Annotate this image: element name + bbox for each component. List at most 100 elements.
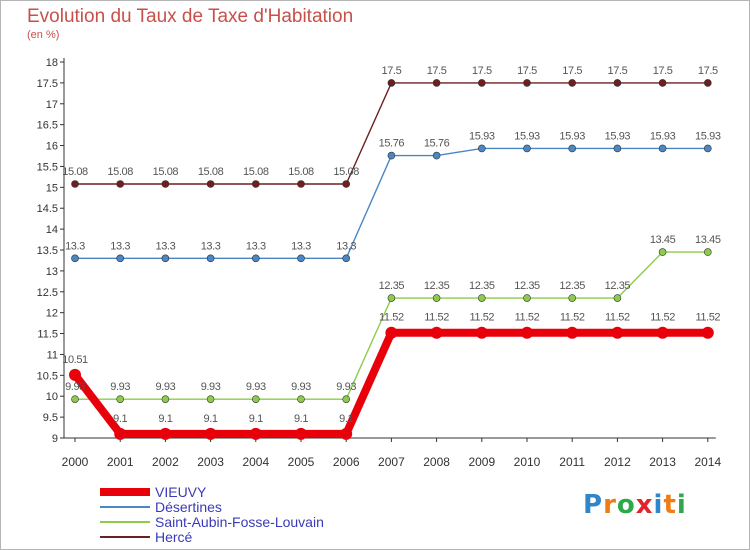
data-point-saint-aubin-fosse-louvain — [161, 395, 170, 403]
data-point-vieuvy — [114, 427, 127, 440]
data-point-vieuvy — [249, 427, 262, 440]
data-label-herce: 15.08 — [153, 166, 179, 178]
legend-label: Saint-Aubin-Fosse-Louvain — [155, 513, 324, 530]
data-point-saint-aubin-fosse-louvain — [252, 395, 260, 403]
y-tick-label: 15 — [46, 182, 58, 194]
x-tick-label: 2000 — [62, 455, 89, 469]
x-tick-label: 2004 — [242, 455, 269, 469]
line-chart: 9 9.5 10 10.5 11 11.5 12 12.5 13 13.5 14 14.5 15 15.5… — [37, 57, 722, 469]
data-point-desertines — [568, 144, 577, 153]
data-label-desertines: 15.93 — [469, 130, 495, 142]
data-label-herce: 15.08 — [62, 166, 88, 178]
data-label-desertines: 15.93 — [695, 130, 721, 142]
data-point-herce — [568, 79, 577, 87]
data-point-saint-aubin-fosse-louvain — [613, 294, 622, 302]
data-label-vieuvy: 11.52 — [424, 312, 449, 324]
x-tick-label: 2006 — [333, 455, 360, 469]
logo-letter: r — [603, 490, 617, 520]
x-tick-label: 2008 — [423, 455, 450, 469]
data-label-herce: 17.5 — [562, 65, 582, 77]
legend-item: Désertines — [100, 498, 324, 515]
data-label-desertines: 13.3 — [336, 240, 356, 252]
data-label-herce: 15.08 — [288, 166, 314, 178]
x-tick-label: 2013 — [649, 455, 676, 469]
data-label-vieuvy: 9.1 — [249, 413, 263, 425]
data-label-herce: 15.08 — [333, 166, 359, 178]
data-label-vieuvy: 11.52 — [379, 312, 404, 324]
data-label-saint-aubin-fosse-louvain: 9.93 — [201, 381, 221, 393]
data-label-saint-aubin-fosse-louvain: 9.93 — [246, 381, 266, 393]
x-tick-label: 2014 — [694, 455, 721, 469]
data-label-vieuvy: 9.1 — [158, 413, 172, 425]
y-tick-label: 14.5 — [37, 203, 58, 215]
data-label-desertines: 13.3 — [155, 240, 175, 252]
data-point-desertines — [116, 254, 124, 263]
data-label-herce: 17.5 — [607, 65, 627, 77]
data-point-desertines — [523, 144, 531, 153]
x-tick-label: 2001 — [107, 455, 134, 469]
data-label-saint-aubin-fosse-louvain: 13.45 — [650, 234, 676, 246]
data-point-vieuvy — [204, 427, 217, 440]
data-point-desertines — [613, 144, 622, 153]
logo-letter: t — [663, 490, 677, 520]
x-tick-label: 2007 — [378, 455, 405, 469]
logo-letter: P — [583, 490, 604, 520]
data-label-vieuvy: 9.1 — [294, 413, 308, 425]
data-point-vieuvy — [69, 368, 81, 381]
legend-label: VIEUVY — [155, 483, 207, 500]
data-label-vieuvy: 11.52 — [560, 312, 585, 324]
data-label-herce: 17.5 — [472, 65, 492, 77]
series-line-saint-aubin-fosse-louvain — [74, 251, 709, 400]
data-label-vieuvy: 9.1 — [339, 413, 353, 425]
data-point-herce — [613, 79, 622, 87]
legend: VIEUVY Désertines Saint-Aubin-Fosse-Louvai… — [100, 483, 324, 545]
legend-item: VIEUVY — [100, 483, 324, 500]
data-label-vieuvy: 9.1 — [113, 413, 127, 425]
y-tick-label: 9.5 — [43, 412, 58, 424]
series-saint-aubin-fosse-louvain — [71, 248, 712, 403]
data-point-vieuvy — [385, 326, 398, 339]
data-point-herce — [658, 79, 667, 87]
x-tick-label: 2010 — [514, 455, 541, 469]
data-point-herce — [206, 180, 215, 188]
data-point-herce — [297, 180, 305, 188]
data-label-vieuvy: 10.51 — [62, 354, 88, 366]
data-point-saint-aubin-fosse-louvain — [206, 395, 215, 403]
data-point-vieuvy — [430, 326, 443, 339]
legend-swatch — [100, 535, 150, 538]
data-point-herce — [703, 79, 712, 87]
y-tick-label: 9 — [52, 433, 58, 445]
proxiti-logo: Proxiti — [583, 490, 687, 520]
x-tick-label: 2009 — [468, 455, 495, 469]
data-point-vieuvy — [611, 326, 624, 339]
data-label-herce: 17.5 — [698, 65, 718, 77]
data-point-saint-aubin-fosse-louvain — [71, 395, 79, 403]
data-point-herce — [161, 180, 170, 188]
data-label-saint-aubin-fosse-louvain: 12.35 — [379, 280, 405, 292]
data-point-desertines — [387, 151, 396, 160]
data-label-desertines: 15.76 — [424, 138, 450, 150]
data-point-herce — [252, 180, 260, 188]
data-point-desertines — [342, 254, 351, 263]
y-tick-label: 10.5 — [37, 370, 58, 382]
data-point-saint-aubin-fosse-louvain — [297, 395, 305, 403]
chart-title: Evolution du Taux de Taxe d'Habitation — [27, 6, 354, 27]
data-label-herce: 17.5 — [517, 65, 537, 77]
data-point-saint-aubin-fosse-louvain — [477, 294, 486, 302]
series-desertines — [71, 144, 712, 263]
data-point-desertines — [161, 254, 170, 263]
series-vieuvy — [69, 326, 714, 440]
data-point-saint-aubin-fosse-louvain — [387, 294, 396, 302]
data-label-vieuvy: 11.52 — [650, 312, 675, 324]
series-layer — [69, 79, 714, 440]
data-point-herce — [523, 79, 531, 87]
data-label-saint-aubin-fosse-louvain: 12.35 — [424, 280, 450, 292]
data-point-herce — [477, 79, 486, 87]
data-label-desertines: 15.93 — [559, 130, 585, 142]
y-tick-label: 12 — [46, 308, 58, 320]
x-tick-label: 2003 — [197, 455, 224, 469]
data-label-vieuvy: 11.52 — [605, 312, 630, 324]
series-herce — [71, 79, 712, 188]
data-label-desertines: 15.93 — [605, 130, 631, 142]
legend-label: Désertines — [155, 498, 222, 515]
